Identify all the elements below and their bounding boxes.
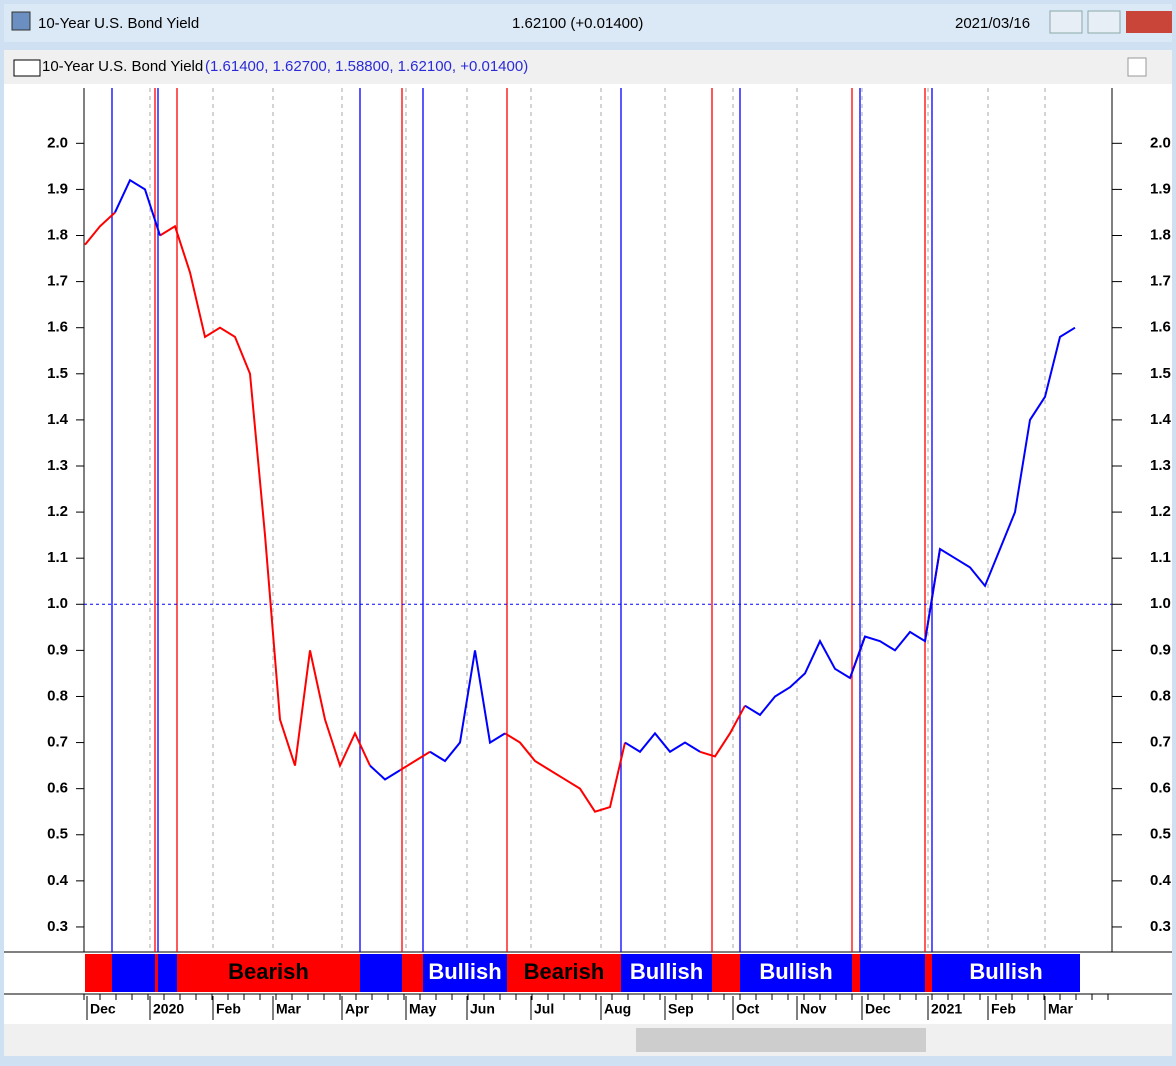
signal-segment: [360, 954, 402, 992]
y-tick-label-right: 1.5: [1150, 365, 1171, 382]
y-tick-label: 0.4: [47, 872, 69, 889]
y-tick-label: 1.2: [47, 503, 68, 520]
y-tick-label-right: 2.0: [1150, 134, 1171, 151]
y-tick-label: 0.6: [47, 780, 68, 797]
y-tick-label: 0.3: [47, 918, 68, 935]
signal-label: Bullish: [630, 959, 703, 984]
x-tick-label: Feb: [991, 1001, 1016, 1017]
maximize-button[interactable]: [1087, 10, 1121, 34]
x-tick-label: Mar: [276, 1001, 301, 1017]
signal-segment: [85, 954, 112, 992]
x-tick-label: Aug: [604, 1001, 631, 1017]
signal-label: Bullish: [759, 959, 832, 984]
y-tick-label: 0.9: [47, 641, 68, 658]
y-tick-label: 1.8: [47, 226, 68, 243]
x-tick-label: Jun: [470, 1001, 495, 1017]
x-tick-label: Jul: [534, 1001, 554, 1017]
y-tick-label-right: 0.4: [1150, 872, 1172, 889]
signal-label: Bullish: [428, 959, 501, 984]
y-tick-label-right: 0.7: [1150, 734, 1171, 751]
signal-segment: [112, 954, 155, 992]
signal-label: Bearish: [524, 959, 605, 984]
x-tick-label: Sep: [668, 1001, 694, 1017]
y-tick-label: 1.1: [47, 549, 68, 566]
y-tick-label: 1.9: [47, 180, 68, 197]
signal-segment: [712, 954, 740, 992]
scroll-thumb[interactable]: [636, 1028, 926, 1052]
x-tick-label: Oct: [736, 1001, 760, 1017]
x-tick-label: 2020: [153, 1001, 184, 1017]
x-tick-label: Dec: [90, 1001, 116, 1017]
minimize-button[interactable]: [1049, 10, 1083, 34]
x-tick-label: Nov: [800, 1001, 827, 1017]
y-tick-label: 2.0: [47, 134, 68, 151]
price-line: [114, 178, 1076, 781]
y-tick-label-right: 0.8: [1150, 687, 1171, 704]
signal-segment: [932, 954, 1080, 992]
y-tick-label: 1.3: [47, 457, 68, 474]
y-tick-label-right: 1.7: [1150, 273, 1171, 290]
y-tick-label: 1.5: [47, 365, 68, 382]
restore-button[interactable]: [1127, 57, 1147, 77]
y-tick-label-right: 1.6: [1150, 319, 1171, 336]
x-tick-label: May: [409, 1001, 436, 1017]
signal-segment: [925, 954, 932, 992]
y-tick-label-right: 0.5: [1150, 826, 1171, 843]
signal-segment: [740, 954, 852, 992]
x-tick-label: Mar: [1048, 1001, 1073, 1017]
close-button[interactable]: [1126, 11, 1172, 33]
y-tick-label-right: 1.1: [1150, 549, 1171, 566]
signal-label: Bullish: [969, 959, 1042, 984]
legend-box: [13, 59, 41, 77]
price-line: [84, 211, 941, 813]
app-icon: [11, 11, 31, 31]
y-tick-label-right: 1.0: [1150, 595, 1171, 612]
y-tick-label: 1.6: [47, 319, 68, 336]
y-tick-label: 1.4: [47, 411, 69, 428]
window-date: 2021/03/16: [955, 15, 1030, 32]
window-quote: 1.62100 (+0.01400): [512, 15, 643, 32]
x-tick-label: Feb: [216, 1001, 241, 1017]
signal-segment: [158, 954, 177, 992]
y-tick-label-right: 1.4: [1150, 411, 1172, 428]
y-tick-label: 0.7: [47, 734, 68, 751]
sub-header: [4, 50, 1172, 84]
signal-segment: [860, 954, 925, 992]
x-tick-label: Dec: [865, 1001, 891, 1017]
y-tick-label: 0.8: [47, 687, 68, 704]
title-bar: [4, 4, 1172, 42]
y-tick-label: 1.0: [47, 595, 68, 612]
x-tick-label: 2021: [931, 1001, 962, 1017]
chart-title: 10-Year U.S. Bond Yield: [42, 58, 203, 75]
chart-subtitle: (1.61400, 1.62700, 1.58800, 1.62100, +0.…: [205, 58, 528, 75]
y-tick-label-right: 1.9: [1150, 180, 1171, 197]
y-tick-label-right: 0.9: [1150, 641, 1171, 658]
signal-segment: [621, 954, 712, 992]
signal-label: Bearish: [228, 959, 309, 984]
y-tick-label-right: 0.3: [1150, 918, 1171, 935]
signal-segment: [177, 954, 360, 992]
x-tick-label: Apr: [345, 1001, 370, 1017]
y-tick-label: 0.5: [47, 826, 68, 843]
y-tick-label-right: 1.8: [1150, 226, 1171, 243]
y-tick-label: 1.7: [47, 273, 68, 290]
y-tick-label-right: 1.3: [1150, 457, 1171, 474]
scrollbar[interactable]: [4, 1024, 1172, 1056]
window-title: 10-Year U.S. Bond Yield: [38, 15, 199, 32]
chart-window: [4, 50, 1172, 1056]
y-tick-label-right: 0.6: [1150, 780, 1171, 797]
signal-segment: [402, 954, 423, 992]
y-tick-label-right: 1.2: [1150, 503, 1171, 520]
signal-segment: [507, 954, 621, 992]
signal-segment: [423, 954, 507, 992]
signal-segment: [852, 954, 860, 992]
signal-segment: [155, 954, 158, 992]
